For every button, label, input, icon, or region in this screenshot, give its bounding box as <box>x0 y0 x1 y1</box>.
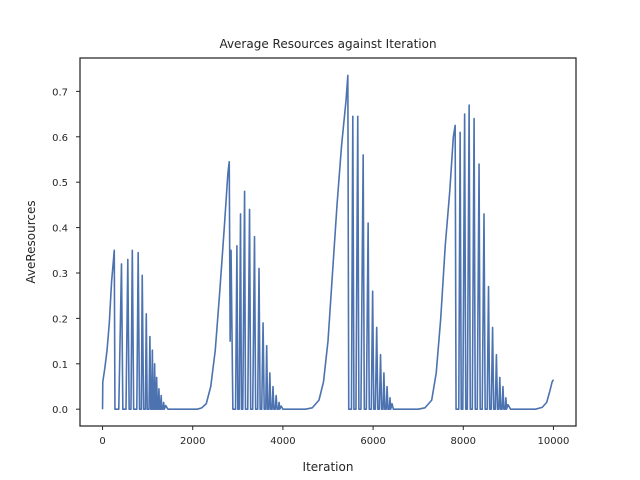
x-tick-label: 0 <box>99 436 105 447</box>
y-tick-label: 0.5 <box>52 178 68 189</box>
y-tick-label: 0.0 <box>52 405 68 416</box>
y-tick-label: 0.6 <box>52 133 68 144</box>
series-line <box>101 74 555 410</box>
y-axis-label: AveResources <box>24 200 38 283</box>
x-tick-label: 4000 <box>270 436 295 447</box>
y-tick-label: 0.1 <box>52 360 68 371</box>
y-tick-label: 0.3 <box>52 269 68 280</box>
x-axis-label: Iteration <box>303 460 354 474</box>
y-tick-label: 0.2 <box>52 314 68 325</box>
y-axis-ticks: 0.0 0.1 0.2 0.3 0.4 0.5 0.6 0.7 <box>52 87 80 416</box>
chart-title: Average Resources against Iteration <box>219 37 436 51</box>
x-axis-ticks: 0 2000 4000 6000 8000 10000 <box>99 426 569 447</box>
x-tick-label: 10000 <box>538 436 570 447</box>
x-tick-label: 6000 <box>360 436 385 447</box>
plot-area <box>79 57 577 427</box>
y-tick-label: 0.4 <box>52 224 68 235</box>
y-tick-label: 0.7 <box>52 87 68 98</box>
x-tick-label: 2000 <box>180 436 205 447</box>
axes-frame <box>79 57 577 427</box>
x-tick-label: 8000 <box>451 436 476 447</box>
